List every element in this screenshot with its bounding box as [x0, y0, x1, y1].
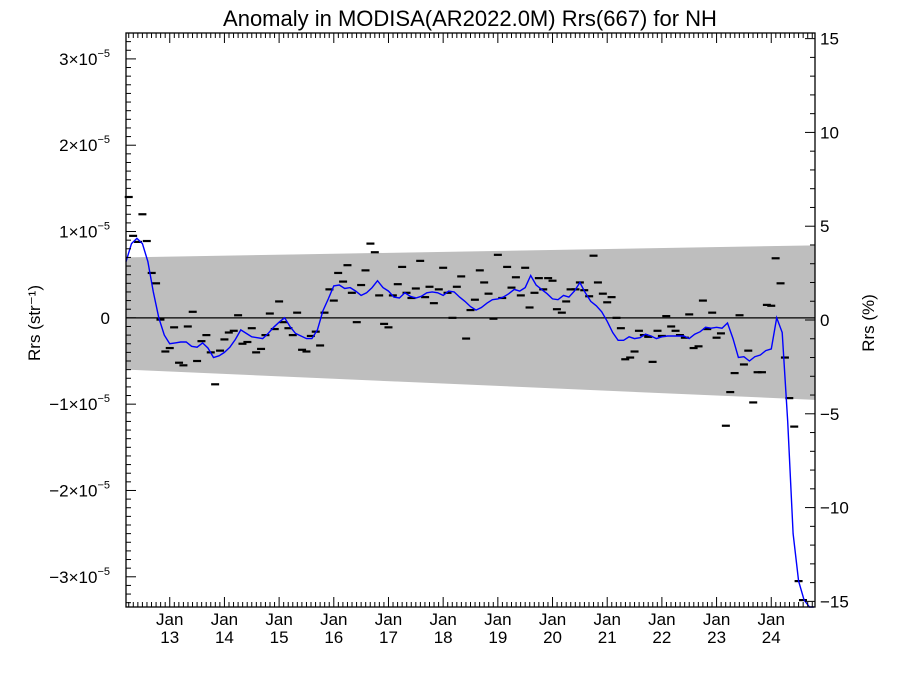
x-tick-label-month: Jan: [429, 610, 456, 629]
y-right-tick-label: −10: [820, 499, 849, 518]
y-right-tick-label: 10: [820, 123, 839, 142]
x-tick-label-year: 13: [160, 628, 179, 647]
x-tick-label-year: 14: [215, 628, 234, 647]
y-axis-right-ticks: 15 10 5 0 −5 −10 −15: [805, 30, 849, 611]
y-left-tick-label: 1×10−5: [59, 221, 110, 242]
x-tick-label-year: 19: [488, 628, 507, 647]
y-right-tick-label: 15: [820, 30, 839, 49]
x-tick-label-month: Jan: [703, 610, 730, 629]
x-tick-label-year: 21: [598, 628, 617, 647]
y-right-tick-label: 5: [820, 217, 829, 236]
y-left-tick-label: −2×10−5: [49, 479, 110, 500]
y-axis-left-ticks: 3×10−5 2×10−5 1×10−5 0 −1×10−5 −2×10−5 −3×10−5: [49, 32, 136, 604]
y-axis-left-label: Rrs (str⁻¹): [25, 285, 44, 361]
confidence-band-layer: [126, 245, 815, 400]
anomaly-line-layer: [125, 237, 814, 608]
confidence-band: [126, 245, 815, 400]
x-tick-label-month: Jan: [758, 610, 785, 629]
x-tick-label-month: Jan: [484, 610, 511, 629]
y-left-tick-label: 3×10−5: [59, 48, 110, 69]
x-tick-label-month: Jan: [375, 610, 402, 629]
y-right-tick-label: −5: [820, 405, 839, 424]
plot-area: [124, 32, 816, 608]
x-tick-label-year: 16: [324, 628, 343, 647]
y-left-tick-label: −3×10−5: [49, 566, 110, 587]
x-tick-label-year: 17: [379, 628, 398, 647]
x-tick-label-year: 20: [543, 628, 562, 647]
x-tick-label-month: Jan: [211, 610, 238, 629]
x-tick-label-month: Jan: [648, 610, 675, 629]
x-tick-label-month: Jan: [320, 610, 347, 629]
y-left-tick-label: 0: [101, 309, 110, 328]
y-right-tick-label: 0: [820, 311, 829, 330]
y-right-tick-label: −15: [820, 592, 849, 611]
x-tick-label-month: Jan: [265, 610, 292, 629]
x-tick-label-year: 18: [434, 628, 453, 647]
x-tick-label-month: Jan: [539, 610, 566, 629]
x-tick-label-year: 15: [270, 628, 289, 647]
y-left-tick-label: −1×10−5: [49, 393, 110, 414]
x-tick-label-month: Jan: [593, 610, 620, 629]
x-axis-ticks: Jan13Jan14Jan15Jan16Jan17Jan18Jan19Jan20…: [128, 33, 813, 647]
anomaly-series-line: [125, 237, 814, 608]
x-tick-label-year: 23: [707, 628, 726, 647]
x-tick-label-year: 22: [652, 628, 671, 647]
x-tick-label-month: Jan: [156, 610, 183, 629]
y-left-tick-label: 2×10−5: [59, 134, 110, 155]
chart-title: Anomaly in MODISA(AR2022.0M) Rrs(667) fo…: [223, 6, 717, 31]
y-axis-right-label: Rrs (%): [859, 294, 878, 352]
x-tick-label-year: 24: [762, 628, 781, 647]
